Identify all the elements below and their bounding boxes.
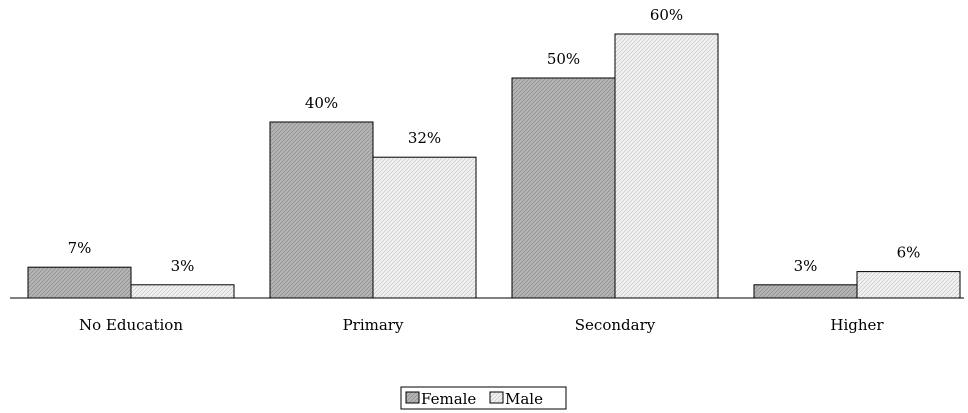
value-label-female-secondary: 50% [547,50,580,68]
value-label-male-secondary: 60% [650,6,683,24]
bar-male-primary [372,156,477,299]
category-label-no-education: No Education [79,316,183,334]
legend-swatch-female [405,391,420,404]
legend-label-male: Male [505,390,543,408]
legend: Female Male [400,386,567,410]
value-label-male-higher: 6% [897,244,921,262]
value-labels-layer: 7% 3% 40% 32% 50% 60% 3% 6% [68,6,921,275]
value-label-male-no-education: 3% [171,257,195,275]
legend-label-female: Female [421,390,476,408]
value-label-male-primary: 32% [408,129,441,147]
bar-male-no-education [130,284,235,299]
legend-swatch-male [489,391,504,404]
bar-female-higher [753,284,858,299]
value-label-female-no-education: 7% [68,239,92,257]
bar-female-secondary [511,77,616,299]
category-label-secondary: Secondary [575,316,656,334]
category-label-higher: Higher [830,316,884,334]
category-label-primary: Primary [343,316,404,334]
bar-male-higher [856,271,961,299]
category-labels-layer: No Education Primary Secondary Higher [79,316,884,334]
bar-female-no-education [27,266,132,299]
bars-layer [27,33,961,299]
bar-male-secondary [614,33,719,299]
value-label-female-higher: 3% [794,257,818,275]
value-label-female-primary: 40% [305,94,338,112]
bar-female-primary [269,121,374,299]
legend-frame [400,386,567,410]
